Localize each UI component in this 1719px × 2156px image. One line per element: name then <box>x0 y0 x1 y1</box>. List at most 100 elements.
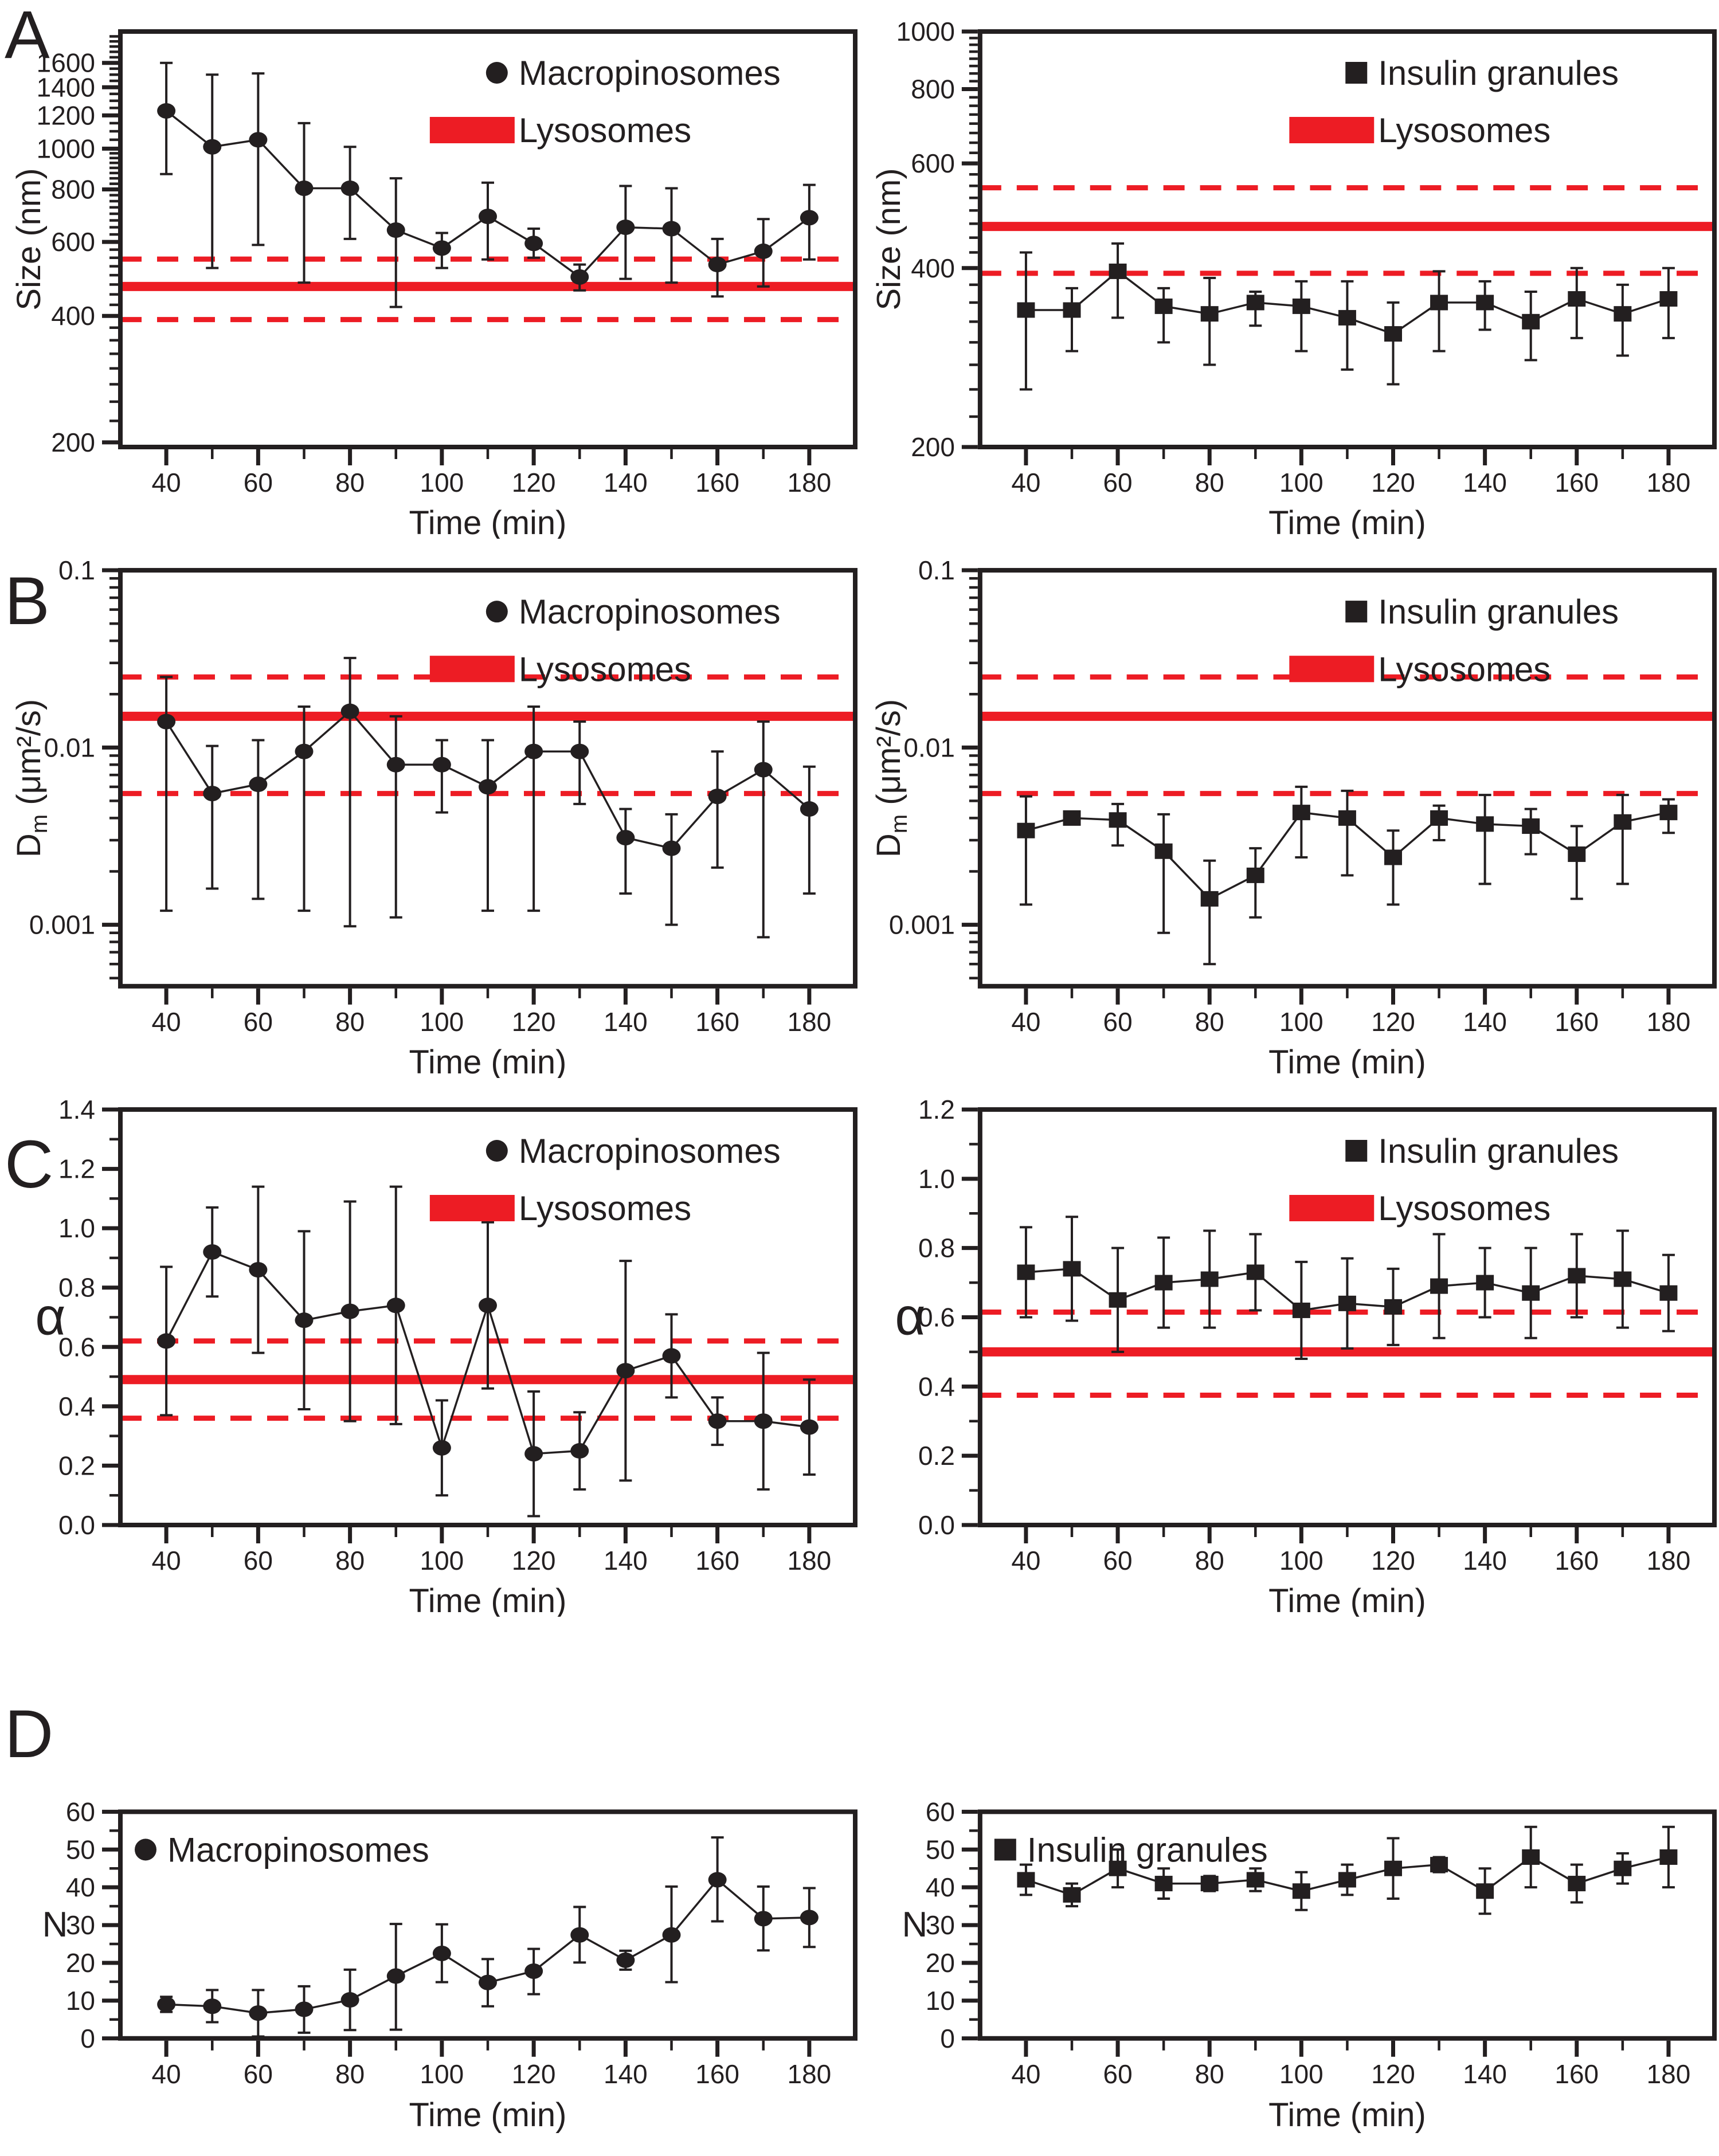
data-point-square <box>1154 1876 1173 1892</box>
legend: Insulin granules <box>994 1830 1268 1869</box>
panel-label-a: A <box>5 0 50 73</box>
legend-label: Insulin granules <box>1027 1830 1268 1869</box>
x-tick-label: 120 <box>1371 1007 1415 1037</box>
y-tick-label: 0.1 <box>918 555 955 585</box>
data-point-square <box>1614 814 1632 830</box>
data-point-square <box>1017 302 1035 318</box>
data-point-square <box>1614 306 1632 322</box>
data-point-circle <box>662 221 681 237</box>
error-bar <box>1111 242 1125 319</box>
data-point-circle <box>157 103 176 119</box>
data-point-circle <box>524 236 543 252</box>
y-tick-label: 1200 <box>37 100 95 130</box>
x-tick-label: 40 <box>1011 1007 1040 1037</box>
data-point-square <box>1292 298 1310 314</box>
chart-count-insulin-granules: 0 10 20 30 40 50 60 40 60 80 100 120 140 160 180 Time (… <box>902 1797 1717 2134</box>
x-tick-label: 40 <box>152 2059 181 2089</box>
data-point-square <box>1522 1285 1540 1301</box>
x-axis-title: Time (min) <box>1268 505 1426 539</box>
error-bar <box>252 739 265 900</box>
panel-a-left: A 200 400 600 800 1000 1200 1400 1600 40 60 80 100 1… <box>0 0 860 539</box>
data-point-circle <box>485 62 508 84</box>
x-tick-label: 120 <box>1371 468 1415 497</box>
x-tick-label: 120 <box>512 1007 556 1037</box>
data-point-square <box>1109 1292 1127 1308</box>
y-axis-title: Size (nm) <box>871 168 907 310</box>
y-tick-label: 20 <box>66 1948 95 1978</box>
data-point-square <box>1430 295 1448 311</box>
legend-label: Macropinosomes <box>519 1132 781 1170</box>
panel-c-right: 0.0 0.2 0.4 0.6 0.8 1.0 1.2 40 60 80 100 120 140 160 1… <box>860 1078 1719 1617</box>
legend-label: Macropinosomes <box>519 54 781 92</box>
data-point-circle <box>157 714 176 730</box>
y-tick-label: 1000 <box>37 134 95 163</box>
data-point-circle <box>249 1262 268 1278</box>
data-point-square <box>1659 1285 1678 1301</box>
legend-label: Insulin granules <box>1378 54 1619 92</box>
data-point-square <box>1246 295 1264 311</box>
error-bar <box>389 177 402 308</box>
error-bar <box>757 720 770 939</box>
data-point-circle <box>479 1974 497 1990</box>
lysosome-reference-lines <box>120 256 855 323</box>
x-tick-label: 180 <box>1647 2059 1691 2089</box>
data-point-square <box>1154 298 1173 314</box>
data-point-square <box>1292 1883 1310 1899</box>
data-point-circle <box>340 1303 359 1319</box>
data-point-square <box>1200 1876 1219 1892</box>
x-tick-label: 120 <box>512 2059 556 2089</box>
x-tick-label: 160 <box>695 468 739 497</box>
y-tick-label: 1.0 <box>918 1164 955 1194</box>
x-tick-label: 60 <box>244 468 273 497</box>
y-axis: 0 10 20 30 40 50 60 <box>66 1797 118 2053</box>
x-tick-label: 100 <box>1279 468 1323 497</box>
y-tick-label: 400 <box>911 253 955 283</box>
y-axis: 0.001 0.01 0.1 <box>889 555 978 979</box>
data-point-square <box>1338 1872 1356 1888</box>
data-point-circle <box>754 1413 773 1429</box>
data-point-square <box>1063 1261 1081 1277</box>
data-point-circle <box>708 789 727 805</box>
data-point-square <box>1384 849 1402 865</box>
chart-alpha-insulin-granules: 0.0 0.2 0.4 0.6 0.8 1.0 1.2 40 60 80 100 120 140 160 1… <box>895 1095 1717 1617</box>
y-tick-label: 0.0 <box>58 1510 95 1540</box>
x-tick-label: 100 <box>420 468 464 497</box>
data-point-square <box>1659 805 1678 821</box>
data-point-square <box>1200 1271 1219 1287</box>
y-axis: 200 400 600 800 1000 <box>896 17 978 462</box>
x-axis: 40 60 80 100 120 140 160 180 Time (min) <box>1011 449 1690 539</box>
data-point-circle <box>432 1440 451 1456</box>
error-bar <box>206 73 219 269</box>
x-tick-label: 40 <box>1011 468 1040 497</box>
data-point-square <box>1063 810 1081 826</box>
y-axis-title: α <box>895 1287 925 1346</box>
data-point-square <box>1200 891 1219 907</box>
x-tick-label: 40 <box>1011 2059 1040 2089</box>
y-axis-title: N <box>902 1905 928 1945</box>
error-bar <box>389 715 402 919</box>
data-point-circle <box>203 1244 222 1260</box>
data-point-circle <box>386 1297 405 1314</box>
x-tick-label: 180 <box>788 2059 832 2089</box>
y-tick-label: 50 <box>926 1834 955 1864</box>
data-point-circle <box>432 1945 451 1962</box>
y-tick-label: 0.1 <box>58 555 95 585</box>
x-tick-label: 180 <box>788 1546 832 1575</box>
data-point-circle <box>203 1998 222 2014</box>
legend-lysosome-swatch <box>429 656 515 683</box>
data-point-circle <box>800 1419 819 1435</box>
data-point-circle <box>800 1910 819 1926</box>
data-point-square <box>1430 810 1448 826</box>
data-point-square <box>1338 309 1356 326</box>
x-tick-label: 100 <box>1279 2059 1323 2089</box>
x-tick-label: 100 <box>420 2059 464 2089</box>
data-series <box>1017 785 1678 966</box>
x-tick-label: 160 <box>695 1546 739 1575</box>
y-axis: 0.0 0.2 0.4 0.6 0.8 1.0 1.2 1.4 <box>58 1095 118 1540</box>
panel-label-b: B <box>5 563 50 639</box>
x-axis-title: Time (min) <box>1268 1044 1426 1078</box>
y-axis-title: α <box>35 1288 65 1346</box>
y-tick-label: 0.0 <box>918 1510 955 1540</box>
x-tick-label: 140 <box>1463 1546 1507 1575</box>
legend-label: Lysosomes <box>519 111 691 150</box>
